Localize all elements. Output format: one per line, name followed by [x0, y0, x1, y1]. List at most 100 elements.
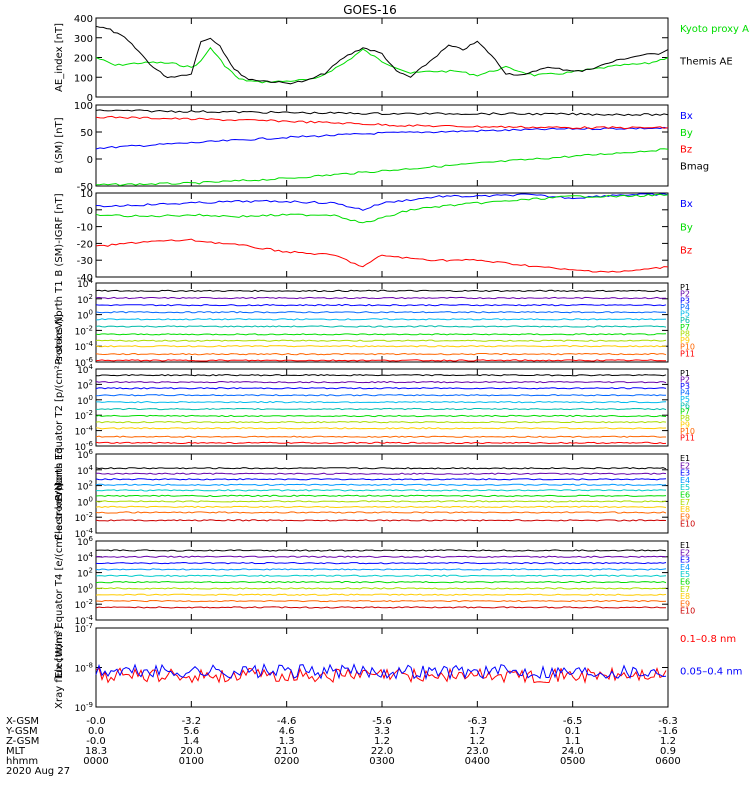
legend-label: E3 — [680, 556, 690, 565]
series-line-P9 — [95, 345, 667, 348]
legend-label: P2 — [680, 290, 690, 299]
ephemeris-value: 0300 — [369, 756, 394, 767]
series-line-0-1-0-8-nm — [95, 666, 667, 684]
ephemeris-row-label: MLT — [6, 746, 26, 757]
y-tick-label: 100 — [77, 309, 93, 322]
series-line-Kyoto-proxy-AE — [95, 46, 669, 84]
ephemeris-value: 1.2 — [374, 736, 390, 747]
series-line-E2 — [95, 555, 667, 558]
y-tick-label: 100 — [74, 101, 93, 112]
legend-label: P6 — [680, 401, 690, 410]
y-tick-label: 100 — [77, 495, 93, 508]
series-line-E8 — [95, 505, 667, 509]
legend-label: E4 — [680, 476, 690, 485]
ephemeris-value: -5.6 — [372, 716, 392, 727]
legend-label: E1 — [680, 541, 690, 550]
y-tick-label: 10 — [80, 189, 93, 200]
legend-label: By — [680, 222, 693, 233]
y-axis-title: AE_index [nT] — [54, 23, 65, 92]
y-tick-label: 10-2 — [75, 598, 93, 611]
legend-label: Themis AE — [679, 57, 733, 68]
y-axis-title: Electrons North T3 — [54, 447, 65, 540]
series-line-P7 — [95, 333, 667, 336]
series-line-E1 — [95, 467, 667, 470]
series-line-By — [95, 148, 669, 187]
legend-label: P7 — [680, 323, 690, 332]
ephemeris-row-label: X-GSM — [6, 716, 39, 727]
y-tick-label: 200 — [74, 54, 93, 65]
panel-frame — [95, 17, 669, 98]
legend-label: P10 — [680, 427, 695, 436]
panel-frame — [95, 104, 669, 187]
legend-label: P11 — [680, 349, 695, 358]
panel-frame — [95, 368, 669, 447]
panel-6: 106 104 102 100 10-2 10-4 Electrons North T3 E1… — [54, 447, 695, 540]
y-tick-label: 104 — [77, 464, 93, 477]
y-tick-label: 102 — [77, 567, 93, 580]
y-tick-label: 10-4 — [75, 527, 94, 540]
y-tick-label: 102 — [77, 480, 93, 493]
legend-label: E8 — [680, 592, 690, 601]
series-line-E5 — [95, 574, 667, 577]
legend-label: P10 — [680, 343, 695, 352]
y-axis-title: Protons North T1 — [54, 280, 65, 364]
legend-label: P5 — [680, 310, 690, 319]
panel-5: 104 102 100 10-2 10-4 10-6 Protons Equator T2 … — [54, 314, 695, 501]
legend-label: Bz — [680, 145, 692, 156]
ephemeris-value: -6.5 — [563, 716, 583, 727]
series-line-Bz — [95, 238, 669, 273]
y-tick-label: -40 — [77, 273, 93, 284]
ephemeris-value: -4.6 — [277, 716, 297, 727]
series-line-P3 — [95, 387, 667, 390]
ephemeris-value: 0400 — [465, 756, 490, 767]
series-line-P9 — [95, 427, 667, 430]
series-line-P11 — [95, 441, 667, 445]
legend-label: P9 — [680, 336, 690, 345]
series-line-P1 — [95, 289, 667, 293]
legend-label: P5 — [680, 395, 690, 404]
legend-label: Bz — [680, 246, 692, 257]
series-line-E4 — [95, 483, 667, 486]
y-tick-label: 10-2 — [75, 324, 93, 337]
legend-label: E7 — [680, 585, 690, 594]
ephemeris-value: 0200 — [274, 756, 299, 767]
ephemeris-value: 24.0 — [562, 746, 584, 757]
ephemeris-value: 5.6 — [183, 726, 199, 737]
y-tick-label: 100 — [77, 582, 93, 595]
ephemeris-value: 0000 — [83, 756, 108, 767]
legend-label: Bx — [680, 199, 693, 210]
series-line-E7 — [95, 500, 667, 503]
series-line-P6 — [95, 407, 667, 411]
ephemeris-value: -1.6 — [658, 726, 678, 737]
y-tick-label: 106 — [77, 535, 93, 548]
panel-frame — [95, 192, 669, 278]
series-line-P1 — [96, 373, 667, 377]
panel-8: 10-7 10-8 10-9 Xray flux [W/m²] 0.1–0.8 nm 0.… — [54, 622, 742, 714]
y-axis-title: Protons Equator T2 [p/(cm²-s-sr-keV)] — [54, 314, 65, 501]
series-line-E2 — [96, 472, 667, 475]
ephemeris-value: 18.3 — [85, 746, 107, 757]
ephemeris-value: 1.2 — [469, 736, 485, 747]
legend-label: P4 — [680, 388, 690, 397]
legend-label: P2 — [680, 375, 690, 384]
series-line-By — [95, 193, 669, 224]
y-tick-label: -20 — [77, 239, 93, 250]
date-label: 2020 Aug 27 — [6, 766, 70, 777]
ephemeris-value: 0100 — [179, 756, 204, 767]
series-line-E3 — [95, 561, 667, 565]
legend-label: E2 — [680, 461, 690, 470]
legend-label: 0.05–0.4 nm — [680, 667, 742, 678]
y-tick-label: 400 — [74, 14, 93, 25]
y-tick-label: -50 — [77, 182, 93, 193]
legend-label: P9 — [680, 421, 690, 430]
y-tick-label: 10-8 — [75, 662, 93, 675]
ephemeris-value: 1.2 — [660, 736, 676, 747]
legend-label: E2 — [680, 548, 690, 557]
y-tick-label: 0 — [87, 155, 93, 166]
legend-label: P11 — [680, 434, 695, 443]
legend-label: P4 — [680, 303, 690, 312]
ephemeris-value: -0.0 — [86, 736, 106, 747]
series-line-E8 — [95, 593, 667, 596]
y-tick-label: -30 — [77, 256, 93, 267]
